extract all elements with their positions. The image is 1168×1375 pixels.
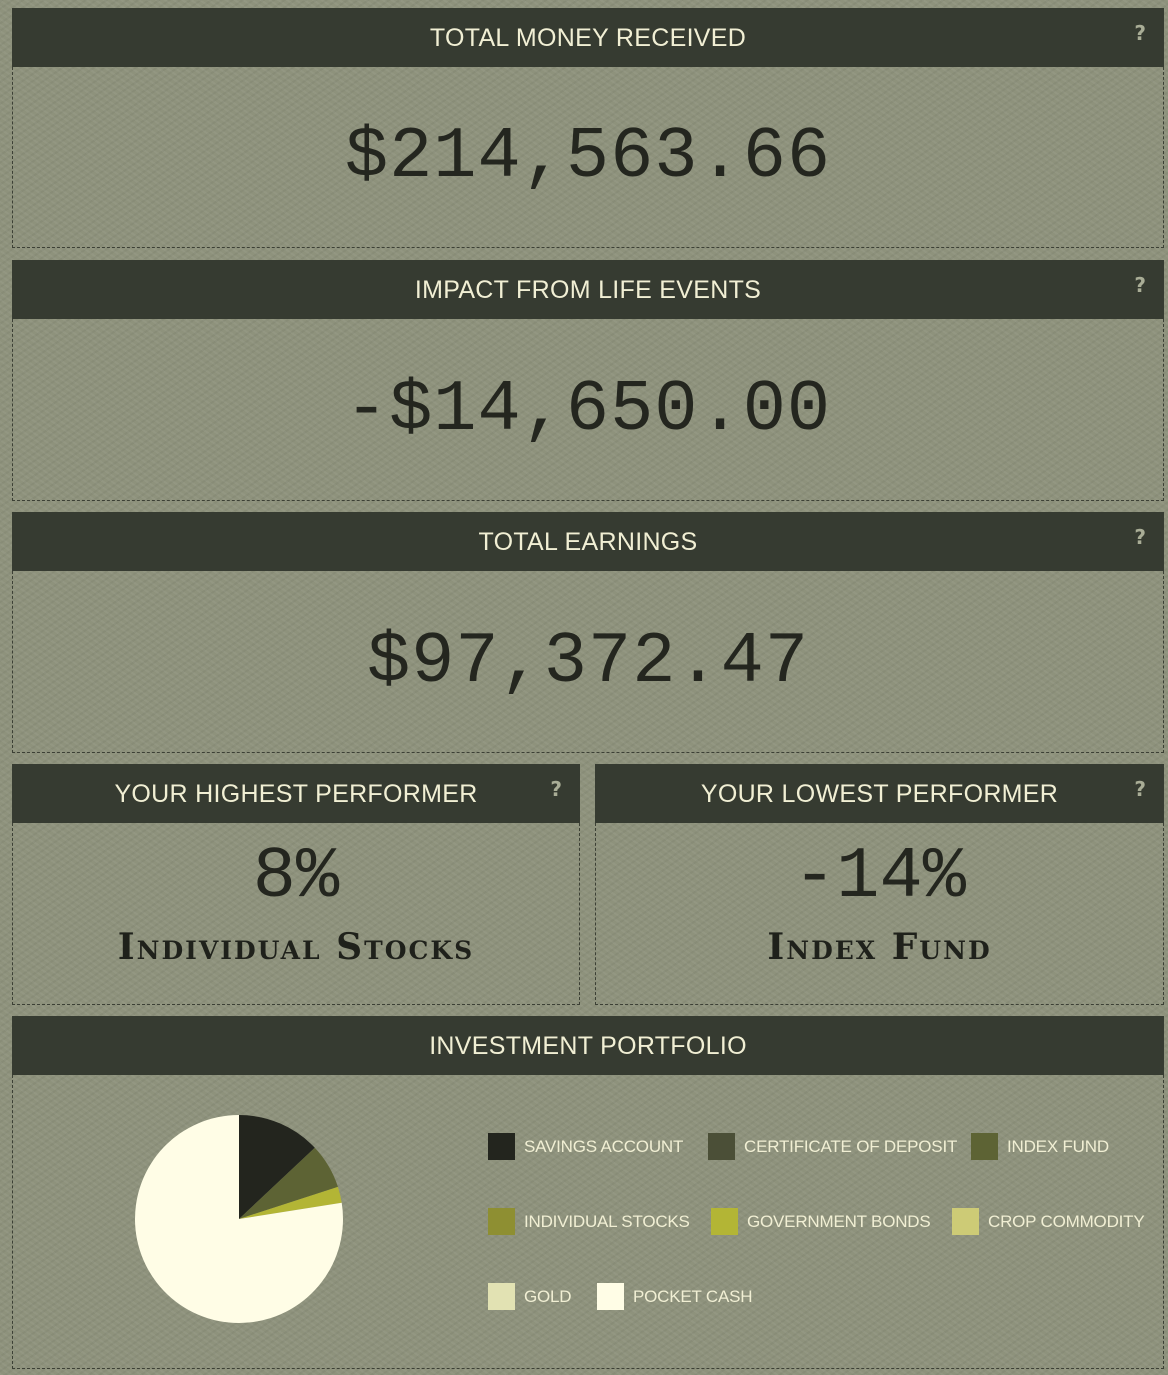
legend-label: CROP COMMODITY [988,1212,1145,1231]
panel-body: -$14,650.00 [12,319,1164,501]
panel-title: TOTAL MONEY RECEIVED [429,24,747,52]
panel-title: INVESTMENT PORTFOLIO [429,1032,747,1060]
life-events-value: -$14,650.00 [344,368,832,451]
legend-swatch [488,1133,515,1160]
panel-body: 8% Individual Stocks [12,823,580,1005]
lowest-performer-panel: YOUR LOWEST PERFORMER ? -14% Index Fund [595,764,1164,1005]
help-icon[interactable]: ? [1134,273,1146,297]
total-earnings-value: $97,372.47 [366,620,810,703]
legend-label: POCKET CASH [633,1287,753,1306]
pie-slice-pocket-cash [135,1115,343,1323]
legend-swatch [488,1283,515,1310]
legend-swatch [708,1133,735,1160]
lowest-performer-percent: -14% [793,836,966,918]
pie-slice-index-fund [239,1147,338,1219]
highest-performer-name: Individual Stocks [117,926,475,968]
panel-body: -14% Index Fund [595,823,1164,1005]
legend-label: CERTIFICATE OF DEPOSIT [744,1137,958,1156]
legend-swatch [711,1208,738,1235]
legend-swatch [597,1283,624,1310]
panel-title: IMPACT FROM LIFE EVENTS [414,276,762,304]
life-events-panel: IMPACT FROM LIFE EVENTS ? -$14,650.00 [12,260,1164,501]
panel-header: IMPACT FROM LIFE EVENTS ? [12,260,1164,319]
help-icon[interactable]: ? [1134,21,1146,45]
legend-swatch [971,1133,998,1160]
legend-label: GOLD [524,1287,572,1306]
help-icon[interactable]: ? [1134,525,1146,549]
panel-header: TOTAL MONEY RECEIVED ? [12,8,1164,67]
pie-slice-savings-account [239,1115,315,1219]
panel-header: INVESTMENT PORTFOLIO [12,1016,1164,1075]
panel-body: $97,372.47 [12,571,1164,753]
investment-portfolio-panel: INVESTMENT PORTFOLIO SAVINGS ACCOUNT CER… [12,1016,1164,1369]
legend-label: INDEX FUND [1007,1137,1109,1156]
total-money-value: $214,563.66 [344,116,832,198]
help-icon[interactable]: ? [550,777,562,801]
portfolio-pie-chart [135,1115,343,1323]
panel-title: YOUR HIGHEST PERFORMER [114,780,478,808]
panel-header: YOUR LOWEST PERFORMER ? [595,764,1164,823]
panel-title: YOUR LOWEST PERFORMER [700,780,1059,808]
panel-body: $214,563.66 [12,67,1164,248]
legend-label: INDIVIDUAL STOCKS [524,1212,690,1231]
pie-slice-government-bonds [239,1186,342,1219]
panel-body: SAVINGS ACCOUNT CERTIFICATE OF DEPOSIT I… [12,1075,1164,1369]
lowest-performer-name: Index Fund [767,926,992,968]
panel-header: TOTAL EARNINGS ? [12,512,1164,571]
legend-swatch [488,1208,515,1235]
total-earnings-panel: TOTAL EARNINGS ? $97,372.47 [12,512,1164,753]
legend-label: SAVINGS ACCOUNT [524,1137,684,1156]
total-money-panel: TOTAL MONEY RECEIVED ? $214,563.66 [12,8,1164,248]
legend-label: GOVERNMENT BONDS [747,1212,931,1231]
highest-performer-panel: YOUR HIGHEST PERFORMER ? 8% Individual S… [12,764,580,1005]
legend-swatch [952,1208,979,1235]
panel-header: YOUR HIGHEST PERFORMER ? [12,764,580,823]
highest-performer-percent: 8% [252,836,340,918]
help-icon[interactable]: ? [1134,777,1146,801]
panel-title: TOTAL EARNINGS [478,528,698,556]
